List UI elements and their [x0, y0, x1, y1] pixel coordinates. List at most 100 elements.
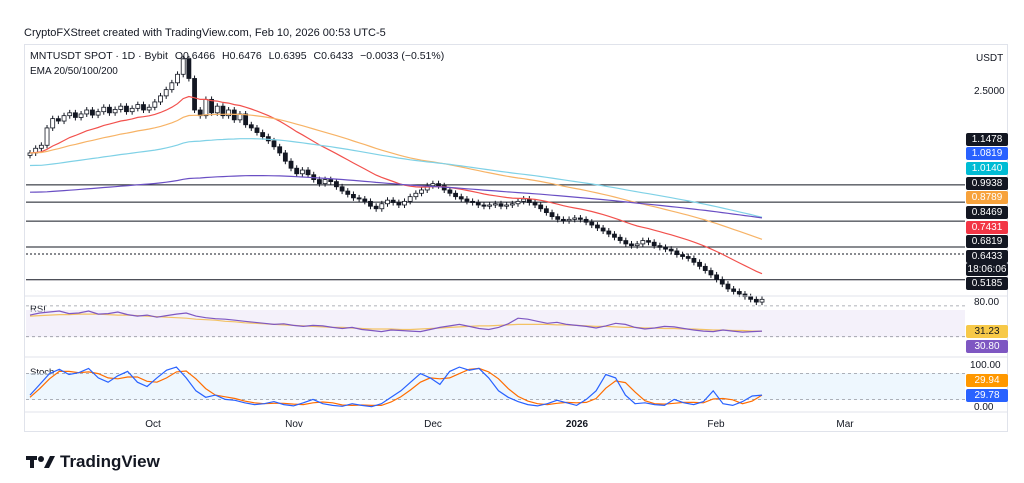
candle-body: [453, 192, 458, 198]
candle-body: [294, 167, 300, 175]
candle-body: [356, 197, 362, 200]
candle-body: [72, 112, 78, 118]
x-tick-2026: 2026: [565, 419, 589, 430]
candle-body: [141, 104, 146, 111]
candle-body: [759, 298, 765, 303]
candle-body: [373, 205, 379, 210]
candle-body: [504, 204, 510, 207]
ema-50-line: [29, 113, 763, 240]
candle-body: [623, 240, 629, 245]
candle-body: [742, 293, 748, 298]
candle-body: [719, 278, 725, 285]
candle-body: [345, 190, 351, 195]
x-tick-dec: Dec: [424, 419, 442, 430]
candle-body: [124, 105, 129, 113]
candle-body: [339, 186, 345, 192]
candle-body: [413, 192, 419, 198]
candle-body: [107, 106, 112, 114]
candle-body: [430, 183, 436, 187]
candle-body: [663, 246, 668, 250]
candle-body: [629, 243, 634, 247]
candle-body: [101, 106, 107, 113]
candle-body: [180, 58, 186, 75]
candle-body: [436, 183, 441, 187]
candle-body: [674, 250, 680, 256]
price-badge: 0.8469: [966, 206, 1008, 219]
candle-body: [322, 179, 328, 185]
candle-body: [634, 243, 640, 247]
candle-body: [305, 169, 311, 176]
candle-body: [492, 203, 498, 206]
candle-body: [617, 236, 623, 241]
candle-body: [334, 181, 339, 188]
candle-body: [67, 112, 73, 117]
candle-body: [549, 212, 555, 218]
price-badge: 1.1478: [966, 133, 1008, 146]
candle-body: [657, 245, 663, 248]
candle-body: [390, 199, 396, 203]
candle-body: [515, 200, 521, 205]
candle-body: [175, 73, 180, 84]
stoch-label[interactable]: Stoch: [30, 367, 55, 378]
ohlc-close: C0.6433: [313, 50, 354, 62]
candle-body: [61, 115, 67, 122]
candle-body: [714, 274, 720, 280]
candle-body: [271, 140, 277, 148]
candle-body: [668, 248, 674, 252]
candle-body: [555, 216, 561, 220]
price-badge: 0.7431: [966, 221, 1008, 234]
price-badge: 0.9938: [966, 177, 1008, 190]
currency-label[interactable]: USDT: [976, 53, 1004, 64]
rsi-badge: 30.80: [966, 340, 1008, 353]
x-tick-oct: Oct: [145, 419, 161, 430]
price-axis-label: 2.5000: [974, 86, 1005, 97]
candle-body: [78, 113, 84, 118]
candle-body: [226, 109, 232, 117]
candle-body: [538, 204, 544, 210]
candle-body: [55, 118, 61, 122]
candle-body: [163, 89, 169, 97]
candle-body: [498, 203, 504, 207]
candle-body: [697, 261, 702, 267]
candle-body: [220, 105, 226, 117]
candle-body: [447, 189, 453, 194]
candle-body: [589, 221, 595, 226]
candle-body: [470, 200, 476, 203]
price-badge: 1.0819: [966, 147, 1008, 160]
rsi-band: [26, 310, 965, 337]
candle-body: [532, 202, 538, 206]
candle-body: [566, 218, 572, 222]
rsi-label[interactable]: RSI: [30, 304, 46, 315]
candle-body: [640, 240, 646, 245]
stoch-axis-label-bottom: 0.00: [974, 402, 994, 413]
candle-body: [192, 78, 197, 111]
candle-body: [95, 111, 101, 116]
price-badge: 0.6433: [966, 250, 1008, 263]
ema-200-line: [29, 175, 763, 219]
candle-body: [135, 104, 141, 109]
candle-body: [169, 82, 175, 91]
candle-body: [248, 124, 254, 129]
x-tick-mar: Mar: [836, 419, 854, 430]
candle-body: [260, 132, 266, 138]
symbol-title[interactable]: MNTUSDT SPOT · 1D · Bybit: [30, 50, 168, 62]
stoch-badge: 29.94: [966, 374, 1008, 387]
candle-body: [277, 146, 283, 154]
candle-body: [186, 58, 192, 79]
candle-body: [600, 227, 606, 232]
candle-body: [299, 169, 305, 175]
tradingview-logo[interactable]: TradingView: [26, 452, 160, 472]
candle-body: [84, 109, 90, 115]
candle-body: [578, 217, 583, 220]
candle-body: [379, 203, 385, 210]
candle-body: [651, 241, 657, 247]
price-badge: 0.6819: [966, 235, 1008, 248]
ema-20-line: [29, 95, 763, 275]
ema-indicator-label[interactable]: EMA 20/50/100/200: [30, 66, 118, 77]
candle-body: [118, 105, 124, 110]
rsi-line: [29, 310, 763, 333]
ohlc-change: −0.0033 (−0.51%): [360, 50, 445, 62]
stoch-k-line: [29, 366, 763, 408]
candle-body: [572, 217, 578, 220]
